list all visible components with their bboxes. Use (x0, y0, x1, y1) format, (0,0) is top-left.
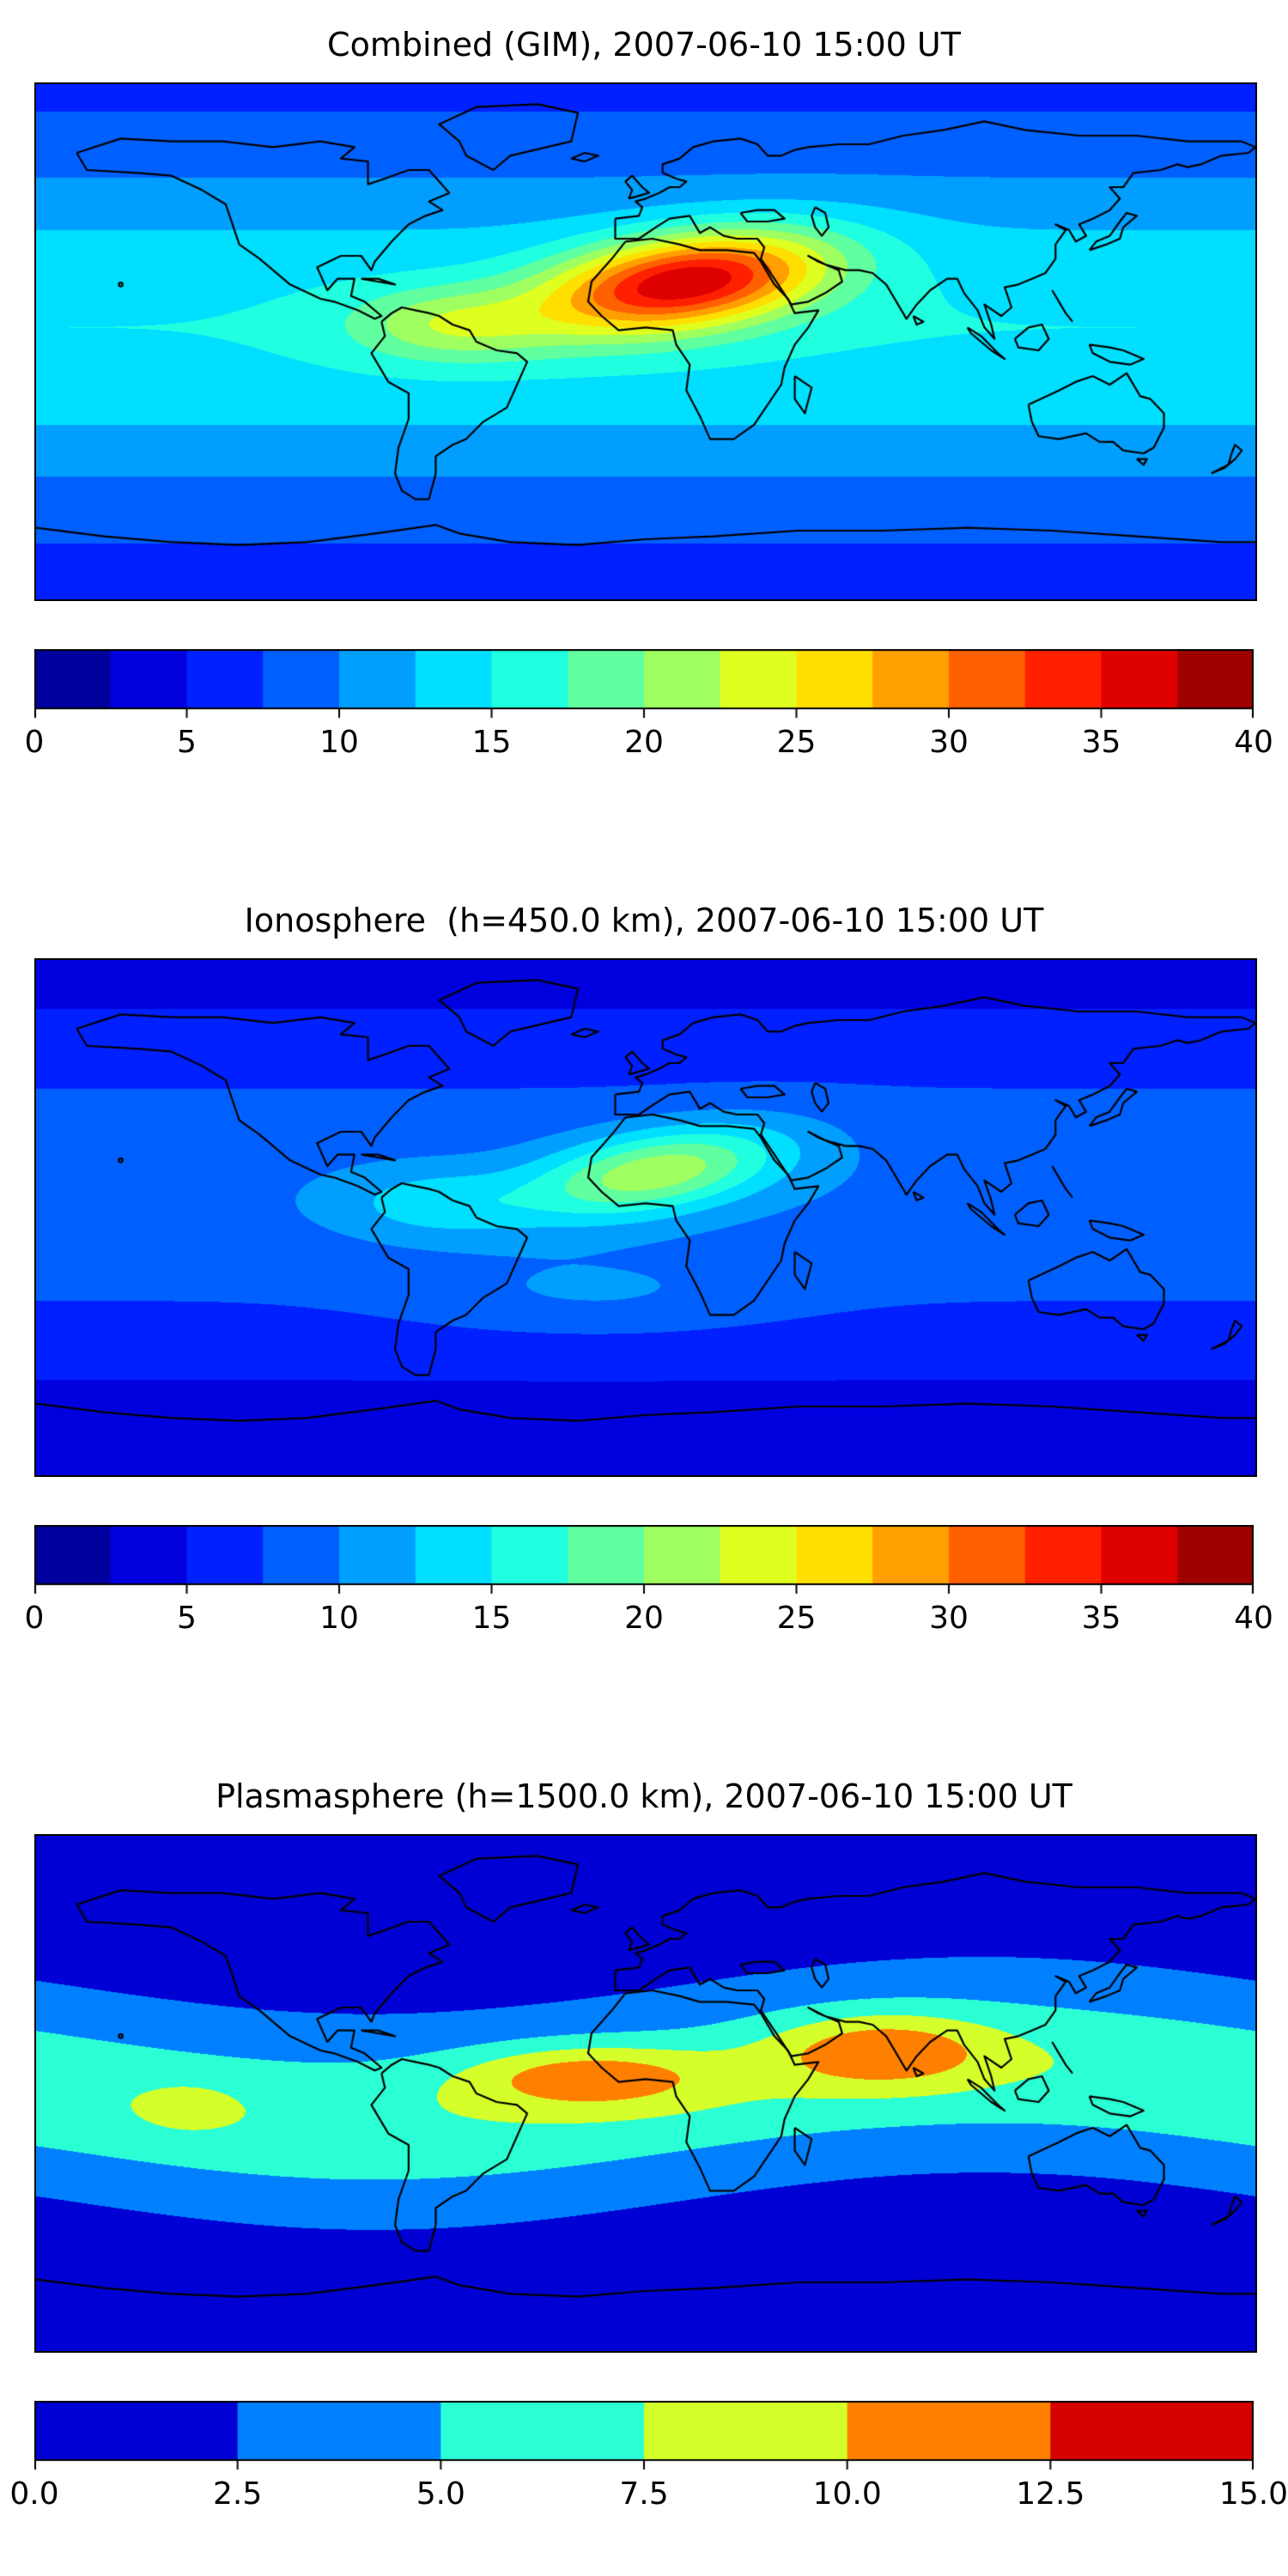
colorbar-tick-label: 20 (624, 1601, 664, 1636)
map-ionosphere (34, 958, 1257, 1477)
colorbar-tick-label: 35 (1081, 725, 1121, 760)
panel-title-ionosphere: Ionosphere (h=450.0 km), 2007-06-10 15:0… (244, 902, 1044, 939)
panel-combined-gim: Combined (GIM), 2007-06-10 15:00 UT 0 5 10… (25, 24, 1273, 766)
colorbar-tick-label: 25 (776, 725, 817, 760)
colorbar-tick-label: 30 (929, 725, 969, 760)
colorbar-tick-label: 10 (319, 725, 359, 760)
colorbar-tick-labels-ionosphere: 0 5 10 15 20 25 30 35 40 (25, 1599, 1273, 1642)
colorbar-tick-label: 30 (929, 1601, 969, 1636)
panel-plasmasphere: Plasmasphere (h=1500.0 km), 2007-06-10 1… (9, 1776, 1288, 2518)
panel-title-plasmasphere: Plasmasphere (h=1500.0 km), 2007-06-10 1… (216, 1777, 1072, 1815)
colorbar-tick-label: 35 (1081, 1601, 1121, 1636)
colorbar-tick-label: 5 (177, 725, 197, 760)
colorbar-tick-label: 5 (177, 1601, 197, 1636)
colorbar-tick-label: 7.5 (619, 2476, 669, 2512)
colorbar-ionosphere (34, 1525, 1254, 1597)
map-plasmasphere (34, 1834, 1257, 2353)
colorbar-tick-label: 25 (776, 1601, 817, 1636)
colorbar-tick-label: 15 (471, 1601, 512, 1636)
colorbar-tick-label: 15 (471, 725, 512, 760)
colorbar-tick-label: 15.0 (1218, 2476, 1288, 2512)
colorbar-combined-gim (34, 649, 1254, 721)
colorbar-tick-label: 40 (1234, 1601, 1273, 1636)
colorbar-tick-labels-combined-gim: 0 5 10 15 20 25 30 35 40 (25, 723, 1273, 766)
colorbar-tick-label: 0 (24, 725, 45, 760)
colorbar-tick-labels-plasmasphere: 0.0 2.5 5.0 7.5 10.0 12.5 15.0 (9, 2475, 1288, 2518)
colorbar-tick-label: 10 (319, 1601, 359, 1636)
panel-ionosphere: Ionosphere (h=450.0 km), 2007-06-10 15:0… (25, 900, 1273, 1642)
colorbar-tick-label: 0 (24, 1601, 45, 1636)
colorbar-tick-label: 12.5 (1016, 2476, 1085, 2512)
colorbar-tick-label: 40 (1234, 725, 1273, 760)
colorbar-tick-label: 20 (624, 725, 664, 760)
map-combined-gim (34, 82, 1257, 601)
colorbar-tick-label: 10.0 (812, 2476, 882, 2512)
colorbar-plasmasphere (34, 2401, 1254, 2473)
panel-title-combined-gim: Combined (GIM), 2007-06-10 15:00 UT (327, 26, 961, 64)
colorbar-tick-label: 2.5 (213, 2476, 263, 2512)
colorbar-tick-label: 0.0 (9, 2476, 59, 2512)
colorbar-tick-label: 5.0 (416, 2476, 465, 2512)
